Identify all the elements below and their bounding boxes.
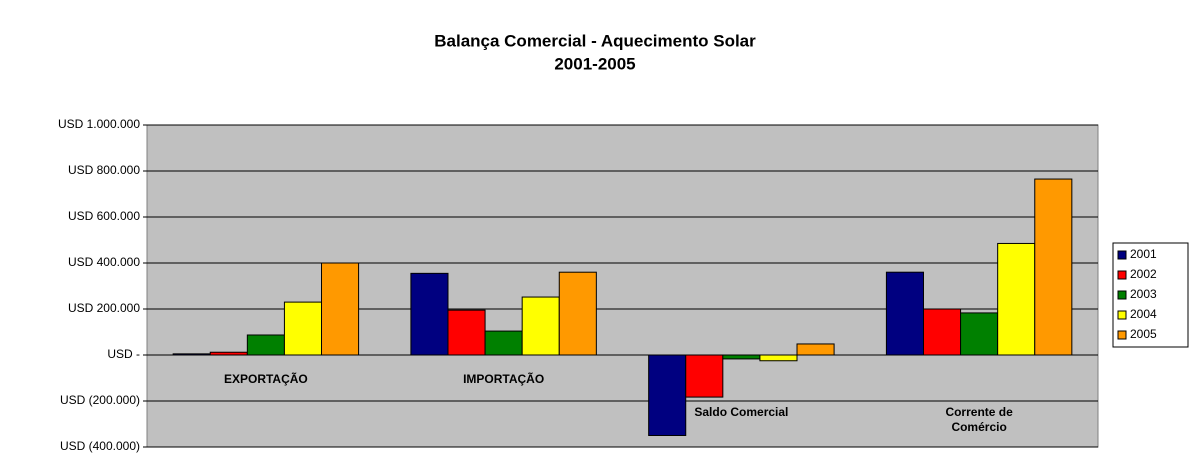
- x-tick-label: Saldo Comercial: [694, 405, 789, 419]
- bar: [960, 312, 999, 356]
- bar: [796, 343, 835, 356]
- y-tick-label: USD (200.000): [60, 393, 140, 407]
- y-tick-label: USD 800.000: [68, 163, 140, 177]
- legend-swatch: [1117, 310, 1127, 320]
- legend-label: 2003: [1130, 287, 1157, 301]
- bar: [484, 330, 523, 356]
- x-tick-label: IMPORTAÇÃO: [463, 372, 545, 386]
- plot-area: [146, 124, 1099, 448]
- bar: [722, 354, 761, 360]
- bar: [759, 354, 798, 362]
- y-tick-label: USD 200.000: [68, 301, 140, 315]
- legend-swatch: [1117, 250, 1127, 260]
- chart-subtitle: 2001-2005: [554, 54, 635, 73]
- bar: [521, 296, 560, 356]
- legend-swatch: [1117, 290, 1127, 300]
- bar: [922, 308, 962, 356]
- y-tick-label: USD 400.000: [68, 255, 140, 269]
- bar: [283, 301, 323, 356]
- bar: [410, 272, 449, 356]
- bar: [558, 271, 597, 356]
- bar: [321, 262, 360, 356]
- y-tick-label: USD 600.000: [68, 209, 140, 223]
- legend-label: 2001: [1130, 247, 1157, 261]
- bar: [648, 354, 687, 436]
- bar: [685, 354, 724, 398]
- legend-swatch: [1117, 270, 1127, 280]
- x-tick-label: Corrente de Comércio: [945, 405, 1013, 434]
- y-tick-label: USD 1.000.000: [58, 117, 140, 131]
- bar: [1034, 178, 1073, 356]
- bar: [447, 309, 486, 356]
- bar: [997, 242, 1036, 356]
- legend-label: 2005: [1130, 327, 1157, 341]
- bar: [246, 334, 285, 356]
- y-tick-label: USD (400.000): [60, 439, 140, 453]
- y-tick-label: USD -: [107, 347, 140, 361]
- legend-label: 2002: [1130, 267, 1157, 281]
- x-tick-label: EXPORTAÇÃO: [223, 372, 308, 386]
- legend-label: 2004: [1130, 307, 1157, 321]
- bar: [885, 271, 924, 356]
- chart-title: Balança Comercial - Aquecimento Solar: [434, 31, 756, 50]
- legend-swatch: [1117, 330, 1127, 340]
